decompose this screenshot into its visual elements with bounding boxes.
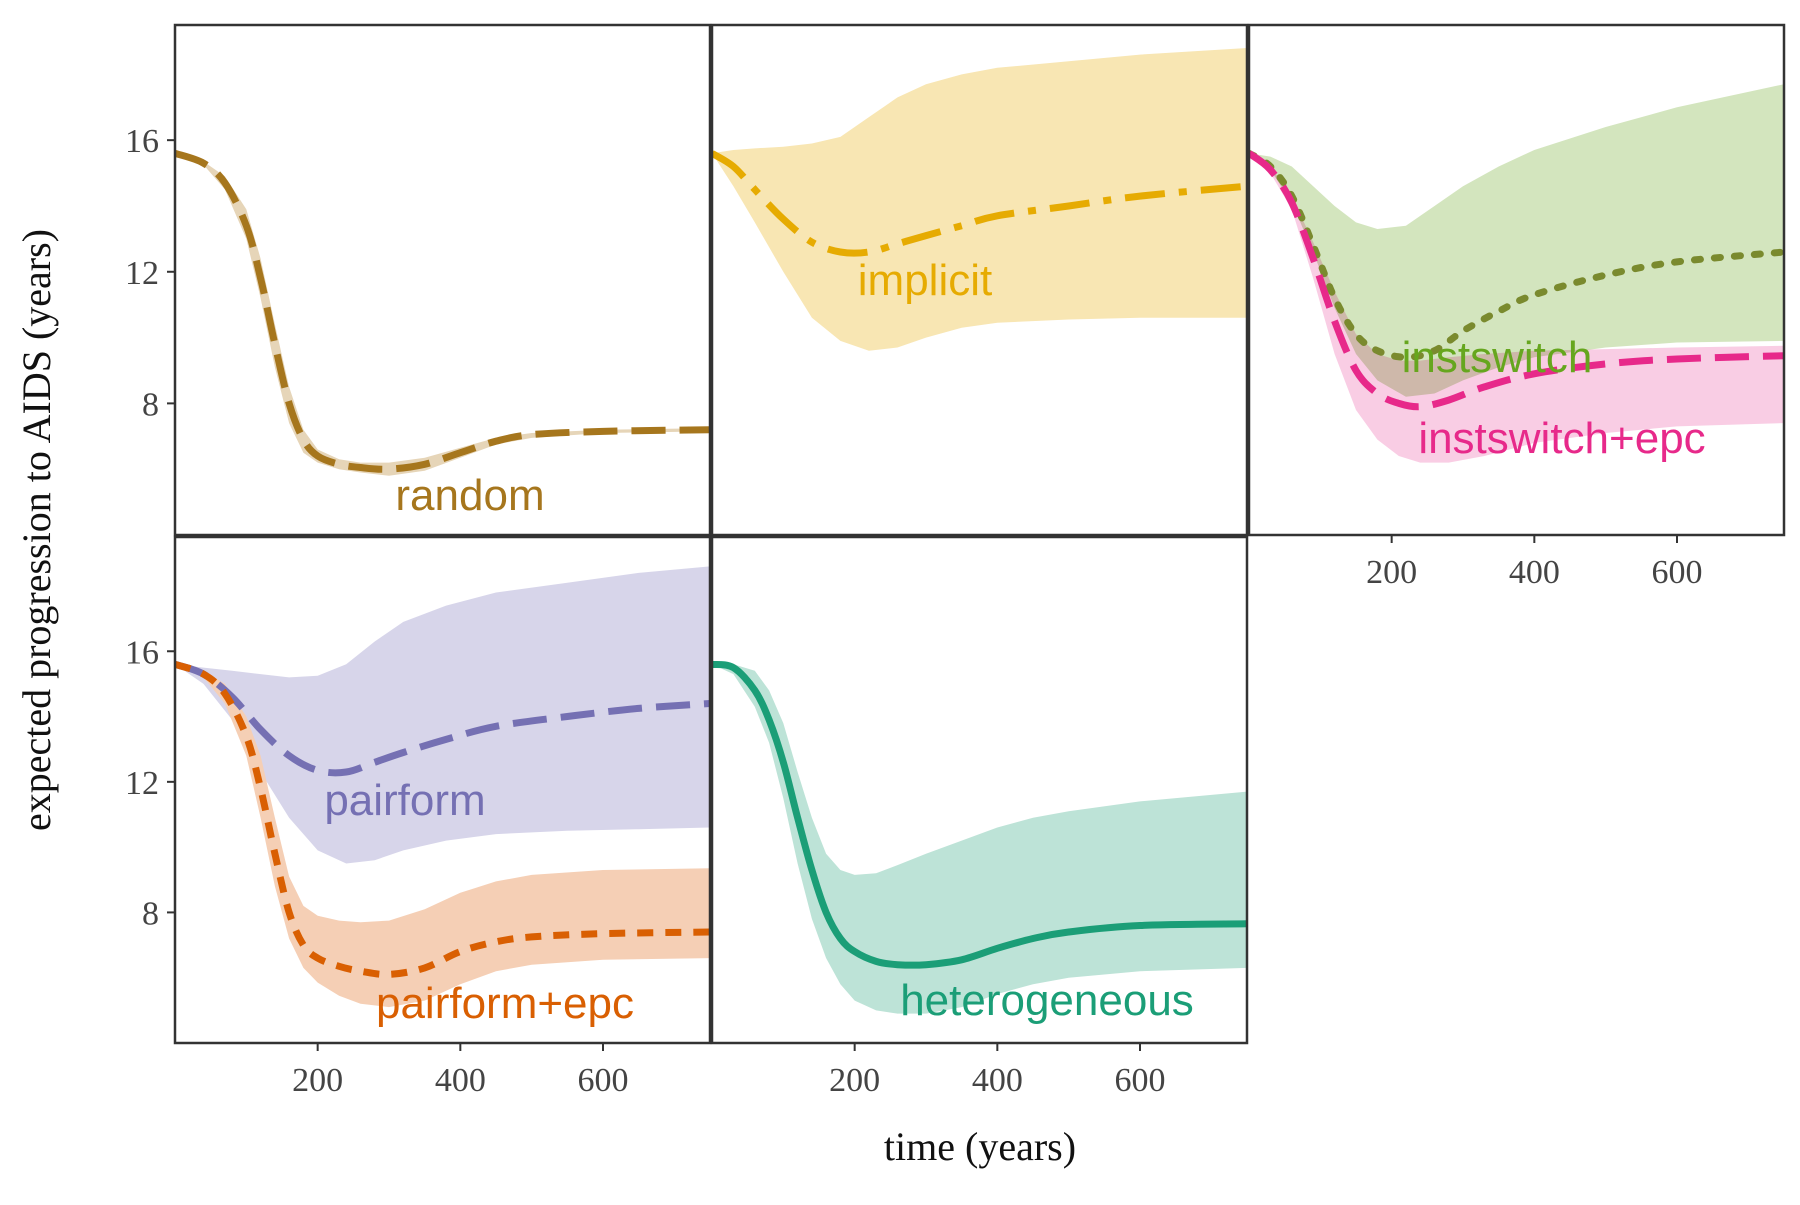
band-random bbox=[175, 153, 710, 476]
lines-instswitch bbox=[1249, 149, 1784, 411]
x-tick-label: 600 bbox=[578, 1062, 629, 1099]
panel-frame-instswitch bbox=[1247, 23, 1786, 537]
y-tick-label: 16 bbox=[125, 634, 159, 671]
panel-frame-heterogeneous bbox=[710, 535, 1249, 1045]
x-tick-label: 400 bbox=[972, 1062, 1023, 1099]
lines-implicit bbox=[712, 150, 1247, 257]
series-label-instswitch: instswitch bbox=[1402, 333, 1593, 382]
panel-frame-random bbox=[173, 23, 712, 537]
series-label-random: random bbox=[395, 471, 544, 520]
lines-heterogeneous bbox=[712, 660, 1247, 969]
series-label-pairform: pairform bbox=[324, 776, 485, 825]
bands-implicit bbox=[712, 48, 1247, 351]
x-tick-label: 200 bbox=[1366, 554, 1417, 591]
line-pairform-epc bbox=[175, 660, 710, 978]
x-tick-label: 200 bbox=[292, 1062, 343, 1099]
band-instswitch-epc bbox=[1249, 153, 1784, 463]
band-heterogeneous bbox=[712, 664, 1247, 1014]
x-tick-label: 400 bbox=[1509, 554, 1560, 591]
frames-layer bbox=[173, 23, 1786, 1045]
band-pairform bbox=[175, 566, 710, 864]
lines-layer bbox=[175, 149, 1784, 978]
line-heterogeneous bbox=[712, 660, 1247, 969]
y-tick-label: 12 bbox=[125, 765, 159, 802]
bands-heterogeneous bbox=[712, 664, 1247, 1014]
y-tick-label: 8 bbox=[142, 386, 159, 423]
line-implicit bbox=[712, 150, 1247, 257]
band-instswitch bbox=[1249, 84, 1784, 397]
panel-frame-pairform bbox=[173, 535, 712, 1045]
bands-instswitch bbox=[1249, 84, 1784, 463]
line-instswitch-epc bbox=[1249, 150, 1784, 411]
ticks-layer: 8 12 16 200 400 600 8 12 16 200 400 600 200 400 600 bbox=[125, 123, 1703, 1099]
series-label-instswitch-epc: instswitch+epc bbox=[1418, 414, 1705, 463]
x-tick-label: 400 bbox=[435, 1062, 486, 1099]
bands-pairform bbox=[175, 566, 710, 1008]
bands-layer bbox=[175, 48, 1784, 1014]
lines-random bbox=[175, 149, 710, 473]
band-pairform-epc bbox=[175, 664, 710, 1008]
y-tick-label: 12 bbox=[125, 255, 159, 292]
series-label-heterogeneous: heterogeneous bbox=[900, 976, 1194, 1025]
x-tick-label: 600 bbox=[1652, 554, 1703, 591]
panel-frame-implicit bbox=[710, 23, 1249, 537]
lines-pairform bbox=[175, 660, 710, 978]
series-label-implicit: implicit bbox=[858, 256, 992, 305]
band-implicit bbox=[712, 48, 1247, 351]
x-axis-title: time (years) bbox=[884, 1124, 1076, 1169]
x-tick-label: 600 bbox=[1115, 1062, 1166, 1099]
y-tick-label: 8 bbox=[142, 895, 159, 932]
x-tick-label: 200 bbox=[829, 1062, 880, 1099]
line-pairform bbox=[175, 660, 710, 777]
line-random bbox=[175, 149, 710, 473]
labels-layer: random implicit instswitch instswitch+epc pa… bbox=[324, 256, 1705, 1028]
y-axis-title: expected progression to AIDS (years) bbox=[14, 229, 59, 831]
y-tick-label: 16 bbox=[125, 123, 159, 160]
bands-random bbox=[175, 153, 710, 476]
series-label-pairform-epc: pairform+epc bbox=[376, 979, 634, 1028]
